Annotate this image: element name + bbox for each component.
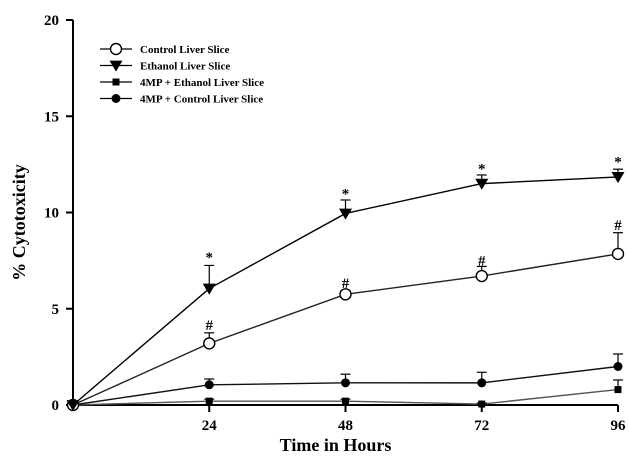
- series-layer: [66, 168, 625, 412]
- y-tick-label: 5: [52, 302, 60, 318]
- legend-label: 4MP + Ethanol Liver Slice: [140, 77, 264, 89]
- x-ticks: 24 48 72 96: [202, 405, 626, 434]
- data-point: [339, 208, 352, 220]
- data-point: [205, 397, 213, 405]
- series-1: [66, 168, 625, 412]
- data-point: [204, 380, 214, 390]
- legend-item: 4MP + Ethanol Liver Slice: [100, 77, 264, 89]
- y-ticks: 0 5 10 15 20: [44, 13, 73, 414]
- legend-label: Control Liver Slice: [140, 44, 230, 56]
- data-point: [342, 397, 349, 405]
- legend-label: 4MP + Control Liver Slice: [140, 94, 263, 106]
- data-point: [203, 337, 216, 350]
- data-point: [202, 283, 216, 295]
- significance-marker: #: [614, 218, 622, 234]
- y-tick-label: 0: [52, 398, 60, 414]
- annotations: * * * * # # # #: [206, 155, 623, 335]
- significance-marker: *: [206, 250, 214, 266]
- x-tick-label: 24: [202, 418, 218, 434]
- y-tick-label: 10: [44, 206, 59, 222]
- legend-item: Ethanol Liver Slice: [100, 61, 230, 73]
- x-tick-label: 72: [474, 418, 489, 434]
- y-tick-label: 15: [44, 109, 59, 125]
- data-point: [475, 178, 489, 190]
- data-point: [611, 247, 625, 261]
- data-point: [66, 400, 80, 412]
- legend-marker: [109, 60, 123, 72]
- x-tick-label: 48: [338, 418, 353, 434]
- x-tick-label: 96: [611, 418, 627, 434]
- y-axis-title: % Cytotoxicity: [9, 164, 29, 280]
- significance-marker: #: [478, 254, 486, 270]
- legend-marker: [111, 94, 121, 103]
- data-point: [477, 378, 487, 388]
- data-point: [475, 269, 488, 283]
- x-axis-title: Time in Hours: [280, 435, 392, 455]
- significance-marker: #: [206, 318, 214, 334]
- y-tick-label: 20: [44, 13, 59, 29]
- legend: Control Liver Slice Ethanol Liver Slice 4M…: [100, 42, 264, 106]
- data-point: [611, 172, 625, 184]
- data-point: [478, 400, 486, 408]
- legend-item: 4MP + Control Liver Slice: [100, 94, 263, 106]
- data-point: [613, 362, 623, 371]
- legend-label: Ethanol Liver Slice: [140, 61, 230, 73]
- significance-marker: *: [614, 155, 622, 171]
- series-0: [66, 232, 625, 412]
- data-point: [341, 378, 350, 388]
- legend-marker: [112, 78, 120, 86]
- data-point: [339, 288, 352, 301]
- legend-marker: [109, 42, 123, 56]
- legend-item: Control Liver Slice: [100, 42, 230, 56]
- significance-marker: *: [478, 161, 486, 177]
- data-point: [614, 386, 622, 394]
- significance-marker: #: [342, 276, 350, 292]
- series-3: [68, 353, 623, 410]
- significance-marker: *: [342, 186, 350, 202]
